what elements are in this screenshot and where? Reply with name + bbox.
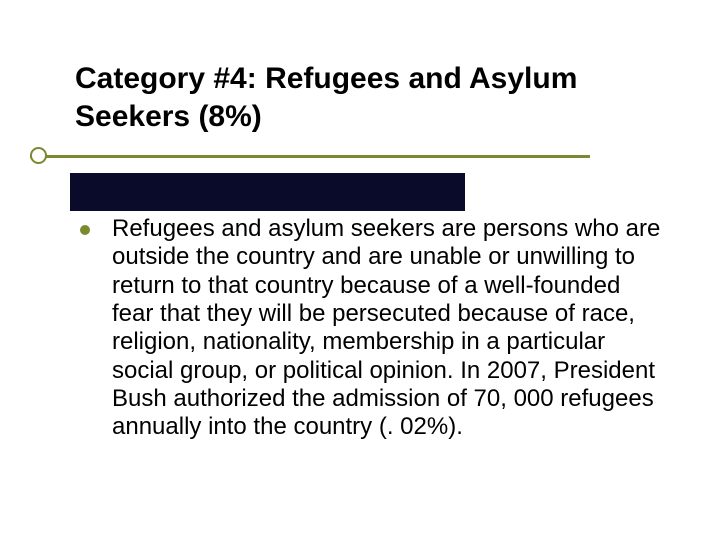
bullet-icon (80, 225, 90, 235)
underline-circle-icon (30, 147, 47, 164)
underline-line (30, 155, 590, 158)
body-area: Refugees and asylum seekers are persons … (75, 203, 665, 442)
bullet-item: Refugees and asylum seekers are persons … (80, 215, 665, 442)
title-underline (30, 147, 590, 165)
body-text: Refugees and asylum seekers are persons … (112, 215, 665, 442)
slide-container: Category #4: Refugees and Asylum Seekers… (0, 0, 720, 540)
slide-title: Category #4: Refugees and Asylum Seekers… (75, 60, 665, 135)
